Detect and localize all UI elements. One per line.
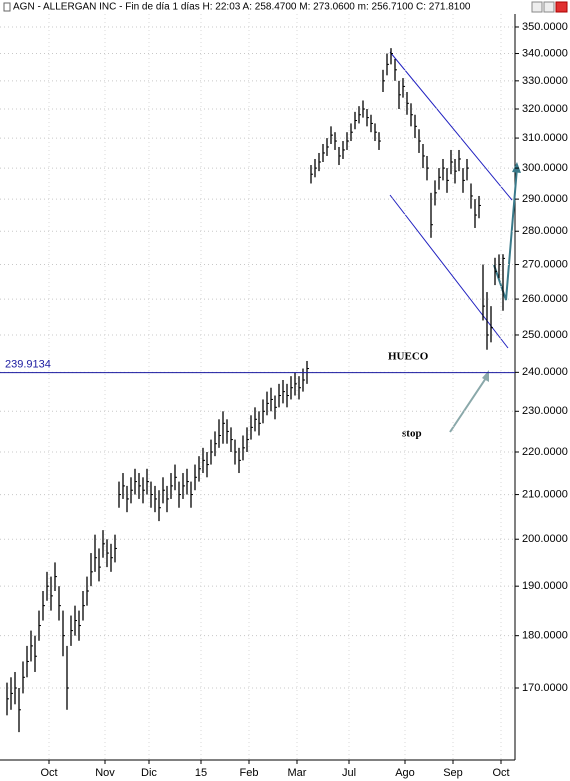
y-tick-label: 350.0000 xyxy=(522,21,568,33)
y-tick-label: 300.0000 xyxy=(522,162,568,174)
x-tick-label: 15 xyxy=(195,767,207,779)
y-tick-label: 180.0000 xyxy=(522,630,568,642)
projection-arrow xyxy=(493,167,518,301)
y-tick-label: 280.0000 xyxy=(522,225,568,237)
y-tick-label: 200.0000 xyxy=(522,533,568,545)
maximize-button[interactable] xyxy=(543,1,555,13)
arrow-head xyxy=(512,162,521,173)
y-tick-label: 170.0000 xyxy=(522,682,568,694)
lower-trendline xyxy=(389,194,509,349)
y-tick-label: 320.0000 xyxy=(522,103,568,115)
close-button[interactable] xyxy=(555,1,568,13)
annotation: stop xyxy=(402,428,422,440)
upper-trendline xyxy=(389,51,513,201)
x-tick-label: Mar xyxy=(288,767,307,779)
grid xyxy=(0,14,515,760)
x-tick-label: Feb xyxy=(240,767,259,779)
y-tick-label: 310.0000 xyxy=(522,132,568,144)
y-tick-label: 190.0000 xyxy=(522,580,568,592)
y-tick-label: 240.0000 xyxy=(522,366,568,378)
header-bar xyxy=(0,0,570,14)
y-tick-label: 290.0000 xyxy=(522,193,568,205)
x-tick-label: Oct xyxy=(40,767,57,779)
x-tick-label: Ago xyxy=(395,767,415,779)
annotation: HUECO xyxy=(388,351,429,363)
y-tick-label: 210.0000 xyxy=(522,488,568,500)
y-tick-label: 270.0000 xyxy=(522,258,568,270)
window-icon[interactable] xyxy=(3,2,11,12)
y-tick-label: 330.0000 xyxy=(522,75,568,87)
price-bars xyxy=(6,48,505,733)
x-tick-label: Dic xyxy=(141,767,157,779)
x-tick-label: Oct xyxy=(492,767,509,779)
x-tick-label: Sep xyxy=(443,767,463,779)
chart-title: AGN - ALLERGAN INC - Fin de día 1 días H… xyxy=(13,2,471,13)
minimize-button[interactable] xyxy=(531,1,543,13)
y-tick-label: 340.0000 xyxy=(522,47,568,59)
x-tick-label: Jul xyxy=(342,767,356,779)
y-tick-label: 250.0000 xyxy=(522,329,568,341)
reference-label: 239.9134 xyxy=(5,359,51,371)
y-tick-label: 260.0000 xyxy=(522,293,568,305)
y-tick-label: 220.0000 xyxy=(522,446,568,458)
x-tick-label: Nov xyxy=(95,767,115,779)
stop-arrow xyxy=(449,377,487,433)
y-tick-label: 230.0000 xyxy=(522,405,568,417)
